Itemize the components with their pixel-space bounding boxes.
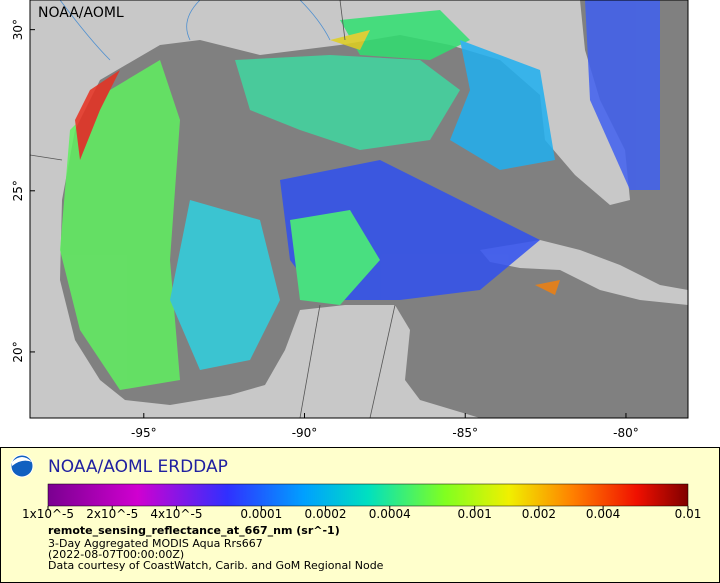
- y-tick-label: 25°: [11, 180, 25, 201]
- rivers: [59, 0, 331, 61]
- noaa-logo: [10, 454, 34, 478]
- colorbar-tick-label: 1x10^-5: [22, 507, 74, 521]
- colorbar-tick-label: 0.004: [586, 507, 620, 521]
- colorbar-tick-label: 0.002: [522, 507, 556, 521]
- y-tick-label: 30°: [11, 19, 25, 40]
- brand: NOAA/AOML ERDDAP: [48, 457, 228, 477]
- watermark: NOAA/AOML: [38, 5, 124, 21]
- colorbar-tick-label: 0.0001: [240, 507, 282, 521]
- legend-panel: [0, 447, 720, 583]
- map-area: [30, 0, 688, 418]
- borders: [30, 0, 396, 418]
- colorbar-tick-label: 0.001: [457, 507, 491, 521]
- variable: remote_sensing_reflectance_at_667_nm (sr…: [48, 524, 340, 537]
- colorbar-tick-label: 4x10^-5: [150, 507, 202, 521]
- colorbar-tick-label: 0.01: [675, 507, 702, 521]
- colorbar-tick-label: 0.0002: [305, 507, 347, 521]
- colorbar-tick-label: 0.0004: [369, 507, 411, 521]
- y-tick-label: 20°: [11, 341, 25, 362]
- info-line: 3-Day Aggregated MODIS Aqua Rrs667: [48, 537, 263, 550]
- x-tick-label: -90°: [292, 426, 318, 440]
- colorbar-tick-label: 2x10^-5: [86, 507, 138, 521]
- cuba: [480, 240, 688, 305]
- x-tick-label: -80°: [613, 426, 639, 440]
- info-line: (2022-08-07T00:00:00Z): [48, 548, 184, 561]
- x-tick-label: -85°: [452, 426, 478, 440]
- colorbar: [47, 483, 689, 507]
- plot-frame: [29, 0, 689, 419]
- data-patches: [60, 0, 660, 390]
- info-line: Data courtesy of CoastWatch, Carib. and …: [48, 559, 384, 572]
- x-tick-label: -95°: [131, 426, 157, 440]
